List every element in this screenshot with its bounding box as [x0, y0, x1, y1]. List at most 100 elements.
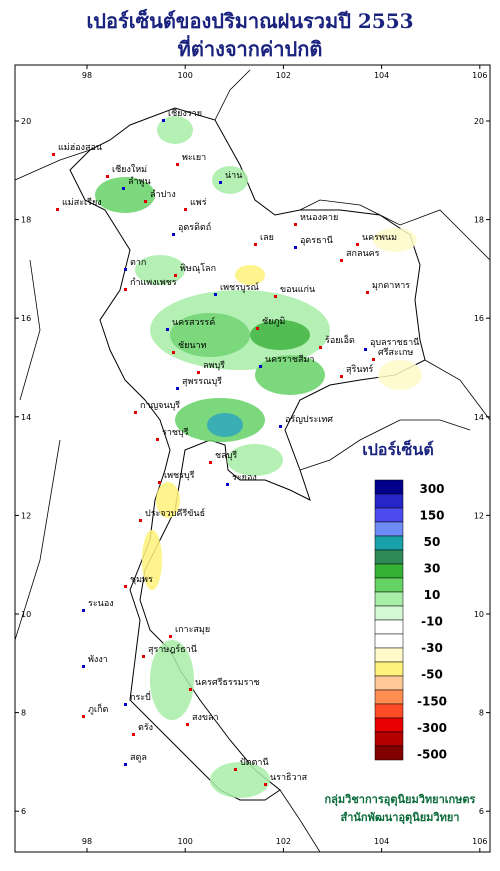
- station-dot: [52, 153, 55, 156]
- lon-label: 100: [178, 837, 193, 846]
- place-label: สงขลา: [192, 713, 219, 723]
- station-dot: [209, 461, 212, 464]
- station-dot: [186, 723, 189, 726]
- station-dot: [176, 163, 179, 166]
- legend-swatch: [374, 661, 404, 677]
- station-dot: [56, 208, 59, 211]
- lat-label: 12: [474, 511, 484, 520]
- place-label: ชัยภูมิ: [262, 316, 285, 327]
- legend-label: -300: [417, 721, 447, 735]
- station-dot: [124, 703, 127, 706]
- place-label: มุกดาหาร: [372, 281, 410, 291]
- lon-label: 98: [82, 71, 92, 80]
- legend-swatch: [374, 563, 404, 579]
- station-dot: [169, 635, 172, 638]
- lat-label: 8: [479, 709, 484, 718]
- lon-label: 104: [374, 71, 389, 80]
- place-label: ลำพูน: [128, 176, 151, 187]
- subtitle: ที่ต่างจากค่าปกติ: [178, 34, 323, 61]
- legend-title: เปอร์เซ็นต์: [362, 438, 433, 459]
- place-label: ราชบุรี: [162, 427, 189, 438]
- lat-label: 10: [21, 610, 31, 619]
- rain-anomaly-shading: [95, 116, 422, 798]
- station-dot: [226, 483, 229, 486]
- lon-label: 106: [472, 837, 487, 846]
- station-dot: [294, 223, 297, 226]
- lat-label: 6: [21, 807, 26, 816]
- place-label: ชัยนาท: [178, 341, 207, 351]
- place-label: นครศรีธรรมราช: [195, 677, 260, 688]
- lon-label: 106: [472, 71, 487, 80]
- place-label: อุดรธานี: [300, 235, 333, 246]
- lat-label: 20: [474, 117, 484, 126]
- place-label: ประจวบคีรีขันธ์: [145, 507, 205, 519]
- station-dot: [219, 181, 222, 184]
- station-dot: [172, 233, 175, 236]
- place-label: ภูเก็ต: [88, 702, 108, 715]
- legend-swatch: [374, 619, 404, 635]
- legend-swatch: [374, 731, 404, 747]
- station-dot: [174, 274, 177, 277]
- title: เปอร์เซ็นต์ของปริมาณฝนรวมปี 2553: [86, 8, 413, 33]
- lat-label: 10: [474, 610, 484, 619]
- neighbor-borders: [14, 69, 491, 853]
- legend-label: 150: [419, 509, 444, 523]
- legend-swatch: [374, 507, 404, 523]
- place-label: ร้อยเอ็ด: [325, 333, 355, 346]
- station-dot: [162, 119, 165, 122]
- lon-label: 100: [178, 71, 193, 80]
- legend-swatch: [374, 591, 404, 607]
- lon-label: 102: [276, 71, 291, 80]
- lat-label: 16: [474, 314, 484, 323]
- legend-swatch: [374, 521, 404, 537]
- station-dot: [259, 365, 262, 368]
- place-label: แม่ฮ่องสอน: [58, 143, 102, 153]
- place-label: ระยอง: [232, 473, 257, 483]
- place-label: สุรินทร์: [346, 363, 373, 375]
- station-dot: [176, 387, 179, 390]
- place-label: เพชรบูรณ์: [220, 281, 259, 293]
- legend-label: 30: [424, 562, 441, 576]
- station-dot: [134, 411, 137, 414]
- legend-swatch: [374, 675, 404, 691]
- place-label: สกลนคร: [346, 249, 380, 259]
- place-label: นครราชสีมา: [265, 354, 314, 365]
- lat-label: 14: [474, 413, 484, 422]
- legend-swatch: [374, 577, 404, 593]
- station-dot: [124, 288, 127, 291]
- credit-line: กลุ่มวิชาการอุตุนิยมวิทยาเกษตร: [325, 793, 476, 807]
- place-label: ระนอง: [88, 599, 114, 609]
- station-dot: [184, 208, 187, 211]
- station-dot: [254, 243, 257, 246]
- station-dot: [340, 259, 343, 262]
- graticule-ticks: 98 98 100 100 102 102 104 104 106 106 6 6 8 8 10 10 12 12…: [15, 65, 490, 852]
- station-dot: [197, 371, 200, 374]
- lat-label: 20: [21, 117, 31, 126]
- station-dot: [132, 733, 135, 736]
- place-label: เชียงใหม่: [112, 164, 147, 175]
- place-label: อรัญประเทศ: [285, 415, 333, 425]
- lat-label: 16: [21, 314, 31, 323]
- place-label: กำแพงเพชร: [130, 277, 177, 288]
- legend-label: -500: [417, 747, 447, 761]
- station-dot: [234, 768, 237, 771]
- station-dot: [189, 688, 192, 691]
- station-dot: [82, 665, 85, 668]
- station-dot: [142, 655, 145, 658]
- lat-label: 14: [21, 413, 31, 422]
- station-dot: [264, 783, 267, 786]
- legend-swatch: [374, 605, 404, 621]
- station-dot: [139, 519, 142, 522]
- lat-label: 18: [21, 216, 31, 225]
- legend-label: 10: [424, 588, 441, 602]
- place-label: กระบี่: [130, 690, 151, 703]
- legend-swatch: [374, 689, 404, 705]
- place-label: เชียงราย: [168, 108, 202, 119]
- place-label: อุตรดิตถ์: [178, 221, 211, 233]
- lat-label: 18: [474, 216, 484, 225]
- station-dot: [106, 175, 109, 178]
- place-label: พะเยา: [182, 153, 206, 163]
- place-label: พังงา: [88, 655, 108, 665]
- station-dot: [214, 293, 217, 296]
